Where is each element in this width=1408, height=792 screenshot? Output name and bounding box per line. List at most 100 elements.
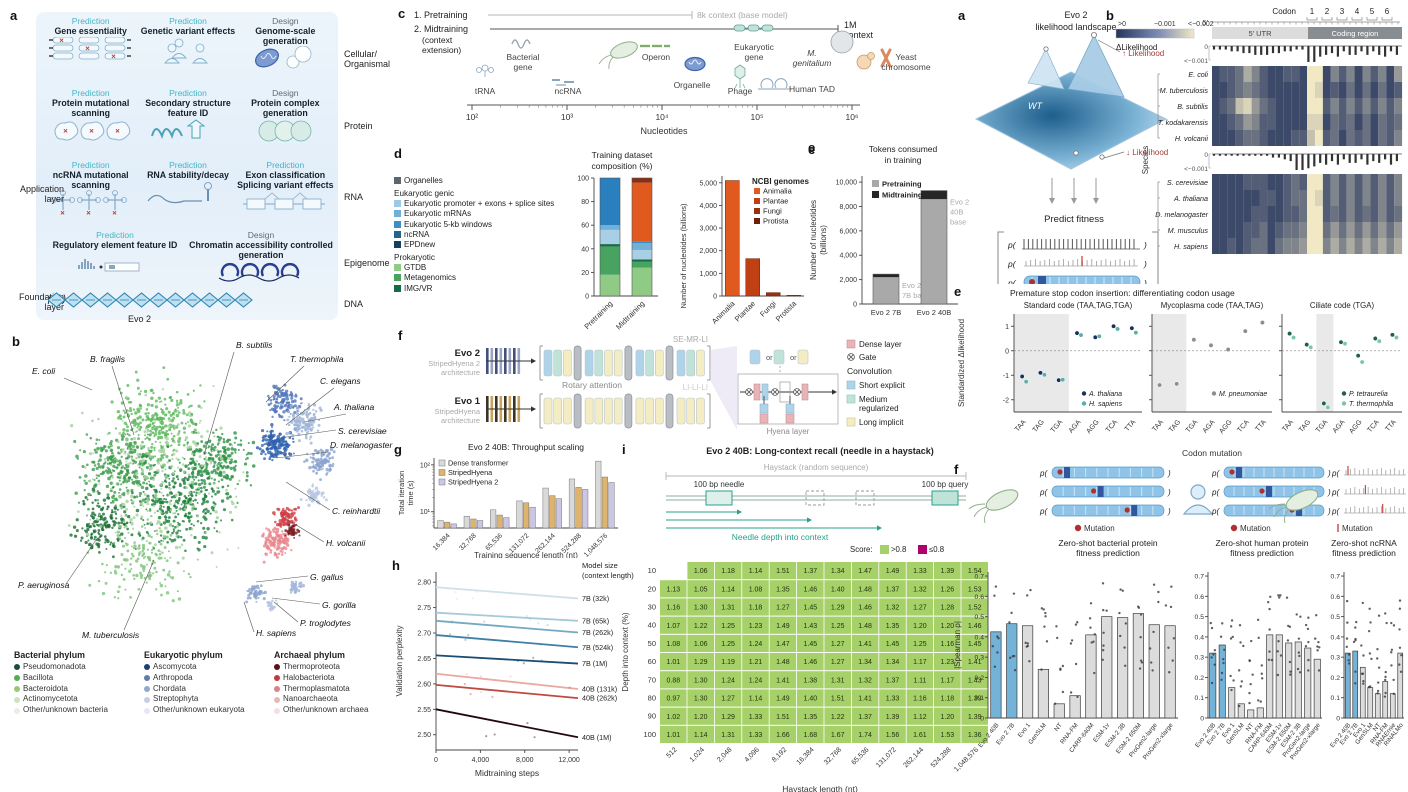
cell-value: 1.23 bbox=[749, 623, 763, 630]
cluster-point bbox=[290, 583, 294, 587]
cluster-point bbox=[120, 532, 124, 536]
cluster-point bbox=[270, 543, 273, 547]
cluster-point bbox=[247, 590, 251, 593]
cluster-point bbox=[146, 433, 149, 436]
y-tick-label: 0.4 bbox=[1331, 634, 1341, 641]
cluster-point bbox=[228, 510, 233, 514]
cluster-point bbox=[294, 393, 297, 396]
leader-line bbox=[243, 601, 255, 633]
heatmap-cell bbox=[1235, 222, 1244, 238]
data-point bbox=[1288, 660, 1292, 664]
data-point bbox=[1101, 582, 1105, 585]
cluster-point bbox=[153, 566, 157, 570]
cluster-point bbox=[218, 490, 221, 493]
cluster-point bbox=[96, 499, 100, 502]
data-point bbox=[1362, 654, 1365, 657]
heatmap-cell bbox=[1283, 190, 1292, 206]
cluster-point bbox=[244, 458, 247, 461]
label: 8k context (base model) bbox=[697, 10, 788, 20]
cluster-point bbox=[155, 570, 158, 574]
cell-value: 1.51 bbox=[776, 714, 790, 721]
cluster-point bbox=[294, 394, 298, 398]
label: 5′ bbox=[1202, 18, 1208, 27]
heatmap-cell bbox=[1267, 222, 1276, 238]
heatmap-cell bbox=[879, 562, 906, 580]
cluster-point bbox=[158, 527, 161, 530]
cluster-point bbox=[297, 439, 301, 443]
heatmap-cell bbox=[1378, 66, 1387, 82]
y-tick-label: 0.6 bbox=[975, 594, 985, 601]
cluster-point bbox=[278, 441, 281, 445]
cluster-point bbox=[304, 436, 308, 440]
cluster-point bbox=[281, 547, 285, 551]
data-point bbox=[1285, 596, 1289, 599]
cluster-point bbox=[320, 494, 323, 497]
x-tick-label: TCA bbox=[1366, 419, 1381, 434]
heatmap-cell bbox=[714, 653, 742, 671]
bar-annotation: base bbox=[950, 218, 966, 227]
legend-label: StripedHyena 2 bbox=[448, 478, 498, 487]
cluster-point bbox=[189, 482, 191, 485]
cluster-point bbox=[155, 497, 159, 501]
item-label: Eukaryotic bbox=[734, 42, 774, 52]
cluster-point bbox=[253, 592, 258, 596]
cluster-point bbox=[209, 459, 213, 463]
cluster-point bbox=[266, 446, 269, 450]
data-point bbox=[1279, 654, 1283, 657]
bar bbox=[582, 489, 589, 529]
conv-block bbox=[686, 349, 696, 377]
tad-loops bbox=[760, 78, 788, 89]
heatmap-cell bbox=[961, 634, 988, 652]
heatmap-cell bbox=[1322, 206, 1331, 222]
cluster-point bbox=[170, 398, 174, 402]
y-tick-label: -1 bbox=[1003, 373, 1009, 380]
cell-value: 0.88 bbox=[666, 677, 680, 684]
heatmap-cell bbox=[1299, 222, 1308, 238]
cluster-point bbox=[160, 491, 163, 494]
cluster-point bbox=[165, 429, 169, 433]
cluster-point bbox=[75, 454, 79, 459]
cluster-point bbox=[125, 423, 128, 426]
heatmap-cell bbox=[742, 707, 769, 725]
cluster-point bbox=[115, 498, 119, 502]
cluster-point bbox=[110, 400, 114, 404]
heatmap-cell bbox=[906, 707, 934, 725]
conv-block bbox=[584, 349, 594, 377]
data-point bbox=[993, 665, 997, 668]
cluster-point bbox=[293, 399, 297, 403]
cluster-point bbox=[104, 581, 108, 585]
cluster-point bbox=[144, 452, 148, 455]
cluster-point bbox=[307, 403, 311, 407]
legend-item: Organelles bbox=[394, 176, 558, 185]
heatmap-cell bbox=[1394, 114, 1403, 130]
cluster-point bbox=[86, 527, 90, 532]
cluster-point bbox=[170, 444, 173, 447]
heatmap-cell bbox=[1259, 222, 1268, 238]
y-tick-label: 0.6 bbox=[1195, 594, 1205, 601]
cluster-point bbox=[302, 413, 305, 416]
cell-value: 1.14 bbox=[721, 586, 735, 593]
conv-block bbox=[594, 397, 604, 425]
cluster-point bbox=[138, 491, 143, 496]
heatmap-cell bbox=[1386, 206, 1395, 222]
cell-value: 1.53 bbox=[940, 732, 954, 739]
data-point bbox=[1074, 623, 1078, 626]
cell-value: 1.12 bbox=[913, 714, 927, 721]
cluster-point bbox=[191, 453, 194, 456]
rect bbox=[631, 177, 653, 297]
x-tick-label: Evo 2 40B bbox=[977, 722, 1000, 749]
cluster-point bbox=[153, 493, 158, 498]
cluster-point bbox=[142, 567, 146, 571]
mutation-x: ✕ bbox=[115, 128, 120, 135]
species-label: E. coli bbox=[32, 366, 56, 376]
cluster-point bbox=[179, 400, 183, 405]
cell-value: 1.14 bbox=[749, 568, 763, 575]
legend-item: Metagenomics bbox=[394, 273, 558, 282]
heatmap-cell bbox=[1291, 66, 1300, 82]
cluster-point bbox=[175, 403, 179, 407]
legend-item: ncRNA bbox=[394, 230, 558, 239]
cluster-point bbox=[67, 524, 71, 527]
bar bbox=[1069, 695, 1081, 719]
heatmap-cell bbox=[1283, 206, 1292, 222]
dot bbox=[485, 735, 488, 738]
